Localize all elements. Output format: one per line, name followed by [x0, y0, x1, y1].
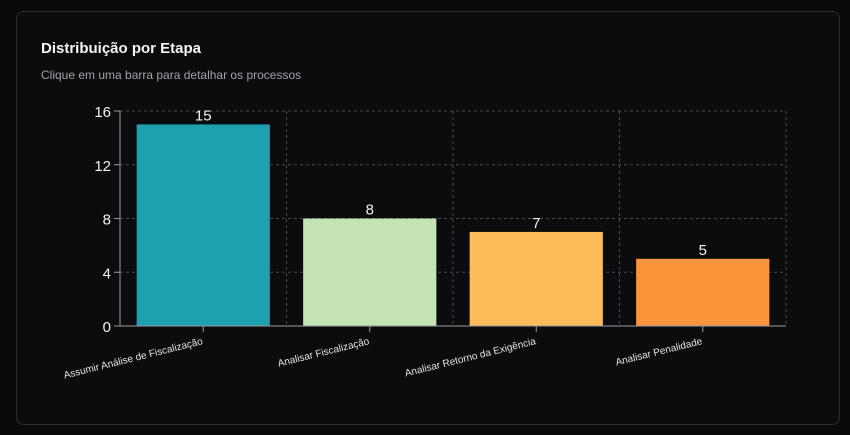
bar-value-label: 5 [699, 242, 707, 259]
bars [136, 124, 770, 326]
bar-value-label: 15 [195, 107, 212, 124]
bar-1 [136, 124, 270, 326]
axes [114, 110, 786, 332]
y-tick-label: 8 [103, 212, 111, 229]
x-tick-label: Assumir Análise de Fiscalização [63, 336, 205, 381]
y-tick-label: 12 [94, 158, 111, 175]
x-tick-label: Analisar Retorno da Exigência [404, 336, 538, 379]
y-tick-label: 16 [94, 104, 111, 121]
bar-value-label: 8 [366, 202, 374, 219]
bar-3 [469, 231, 603, 326]
x-tick-label: Analisar Fiscalização [277, 336, 371, 370]
bar-value-label: 7 [532, 215, 540, 232]
bar-2 [303, 218, 437, 326]
x-tick-label: Analisar Penalidade [615, 336, 704, 368]
card-title: Distribuição por Etapa [41, 40, 202, 57]
card-subtitle: Clique em uma barra para detalhar os pro… [41, 68, 302, 82]
bar-4 [636, 258, 770, 326]
y-tick-label: 4 [103, 265, 111, 282]
y-tick-label: 0 [103, 319, 111, 336]
